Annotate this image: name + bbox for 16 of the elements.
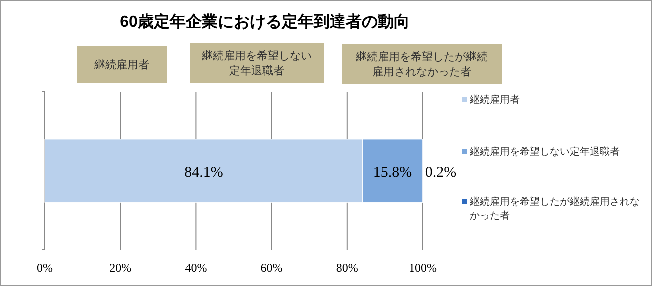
x-tick-label: 100%: [409, 261, 437, 275]
text: 継続雇用を希望しない定年退職者: [201, 50, 312, 78]
data-label: 84.1%: [184, 165, 224, 181]
data-label: 0.2%: [425, 165, 457, 181]
x-tick-label: 40%: [185, 261, 208, 275]
text: 継続雇用を希望したが継続雇用されなかった者: [355, 50, 488, 78]
chart-title: 60歳定年企業における定年到達者の動向: [120, 13, 410, 31]
data-label: 15.8%: [373, 165, 412, 181]
legend-label: 継続雇用を希望しない定年退職者: [469, 146, 620, 158]
x-tick-label: 60%: [260, 261, 283, 275]
x-tick-label: 20%: [110, 261, 132, 275]
legend-label: 継続雇用者: [469, 94, 520, 106]
x-tick-label: 0%: [37, 261, 53, 275]
legend-label: 継続雇用を希望したが継続雇用されなかった者: [469, 196, 640, 222]
x-tick-label: 80%: [336, 261, 358, 275]
text: 継続雇用者: [94, 58, 150, 72]
